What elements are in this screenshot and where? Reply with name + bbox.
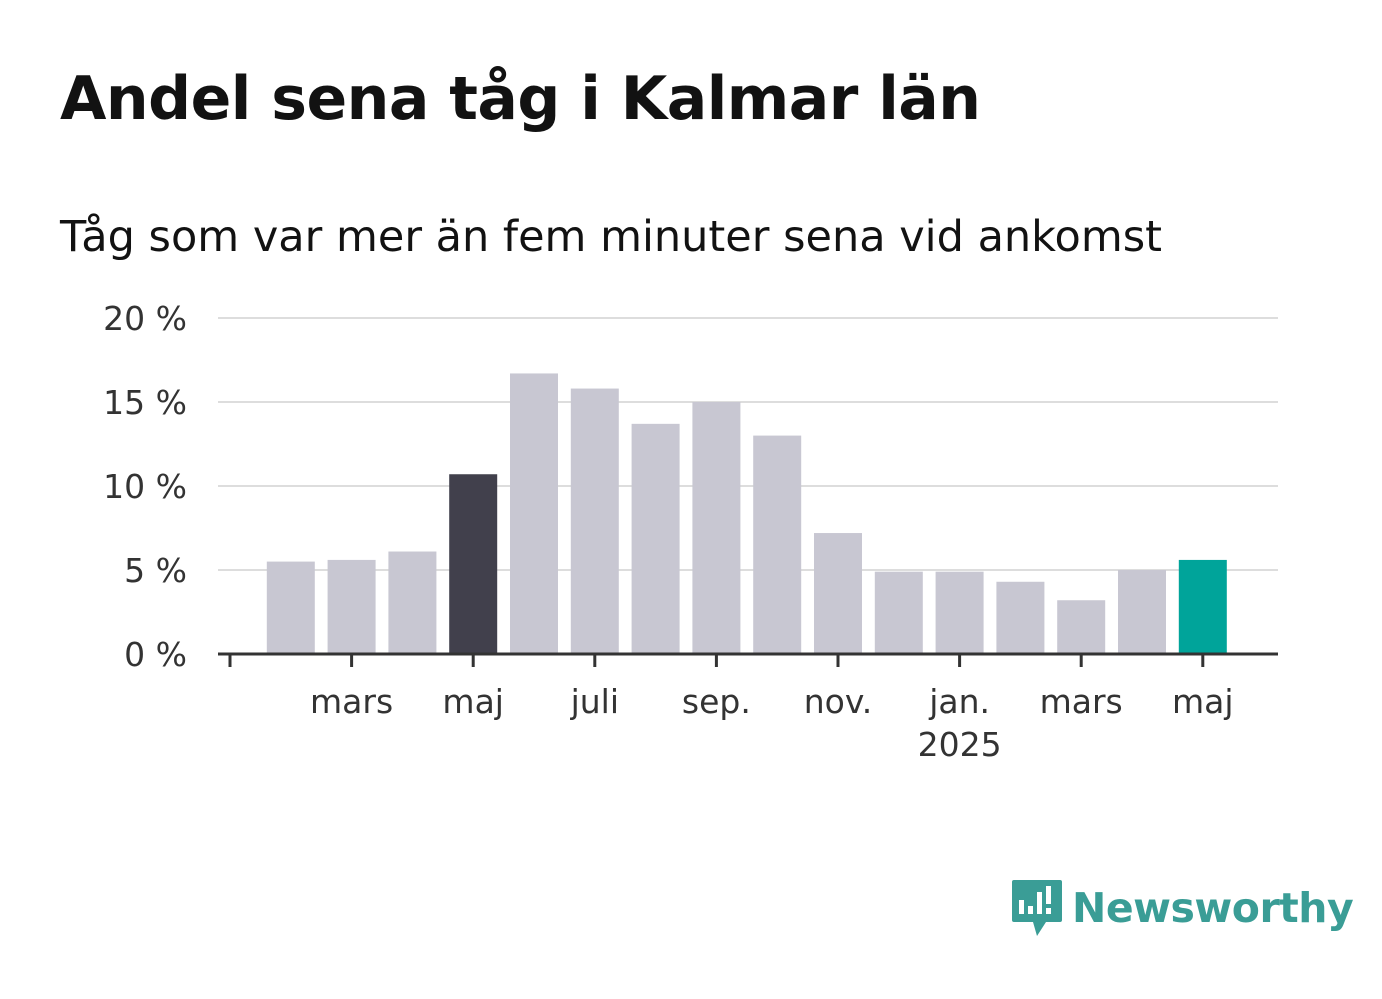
y-tick-label: 5 % [124, 551, 187, 590]
axes [218, 652, 1278, 667]
bars [266, 373, 1227, 654]
x-tick-sublabel: 2025 [918, 725, 1002, 764]
bar-2025-04 [1118, 570, 1166, 654]
bar-2025-05 [1178, 559, 1227, 654]
bar-2024-05 [449, 474, 498, 654]
bar-2024-10 [753, 435, 802, 654]
bar-2024-02 [266, 561, 315, 654]
x-tick-label: mars [310, 682, 393, 721]
bar-2025-03 [1057, 600, 1106, 654]
bar-2025-02 [996, 581, 1045, 654]
bar-2024-11 [814, 533, 862, 654]
x-tick-label: juli [570, 682, 619, 721]
bar-2024-12 [874, 571, 923, 654]
x-tick-label: maj [442, 682, 504, 721]
brand-logo: Newsworthy [1010, 878, 1354, 938]
chart-subtitle: Tåg som var mer än fem minuter sena vid … [60, 212, 1163, 262]
x-tick-label: nov. [804, 682, 873, 721]
grid-lines [218, 317, 1278, 571]
bar-2024-06 [510, 373, 558, 654]
y-tick-label: 0 % [124, 635, 187, 674]
brand-name: Newsworthy [1072, 884, 1354, 932]
x-tick-label: sep. [682, 682, 751, 721]
tick-labels: 0 % 5 % 10 % 15 % 20 % mars maj juli sep. nov. jan… [103, 299, 1233, 764]
y-tick-label: 15 % [103, 383, 187, 422]
y-tick-label: 20 % [103, 299, 187, 338]
bar-2024-07 [570, 388, 619, 654]
x-tick-label: jan. [928, 682, 990, 721]
chart-title: Andel sena tåg i Kalmar län [60, 64, 981, 134]
bar-2024-04 [388, 551, 437, 654]
bar-2024-03 [327, 559, 376, 654]
bar-2024-09 [692, 402, 741, 654]
y-tick-label: 10 % [103, 467, 187, 506]
bar-2024-08 [631, 423, 680, 654]
newsworthy-logo-icon [1012, 880, 1062, 936]
bar-2025-01 [935, 571, 984, 654]
x-tick-label: maj [1172, 682, 1234, 721]
x-tick-label: mars [1040, 682, 1123, 721]
